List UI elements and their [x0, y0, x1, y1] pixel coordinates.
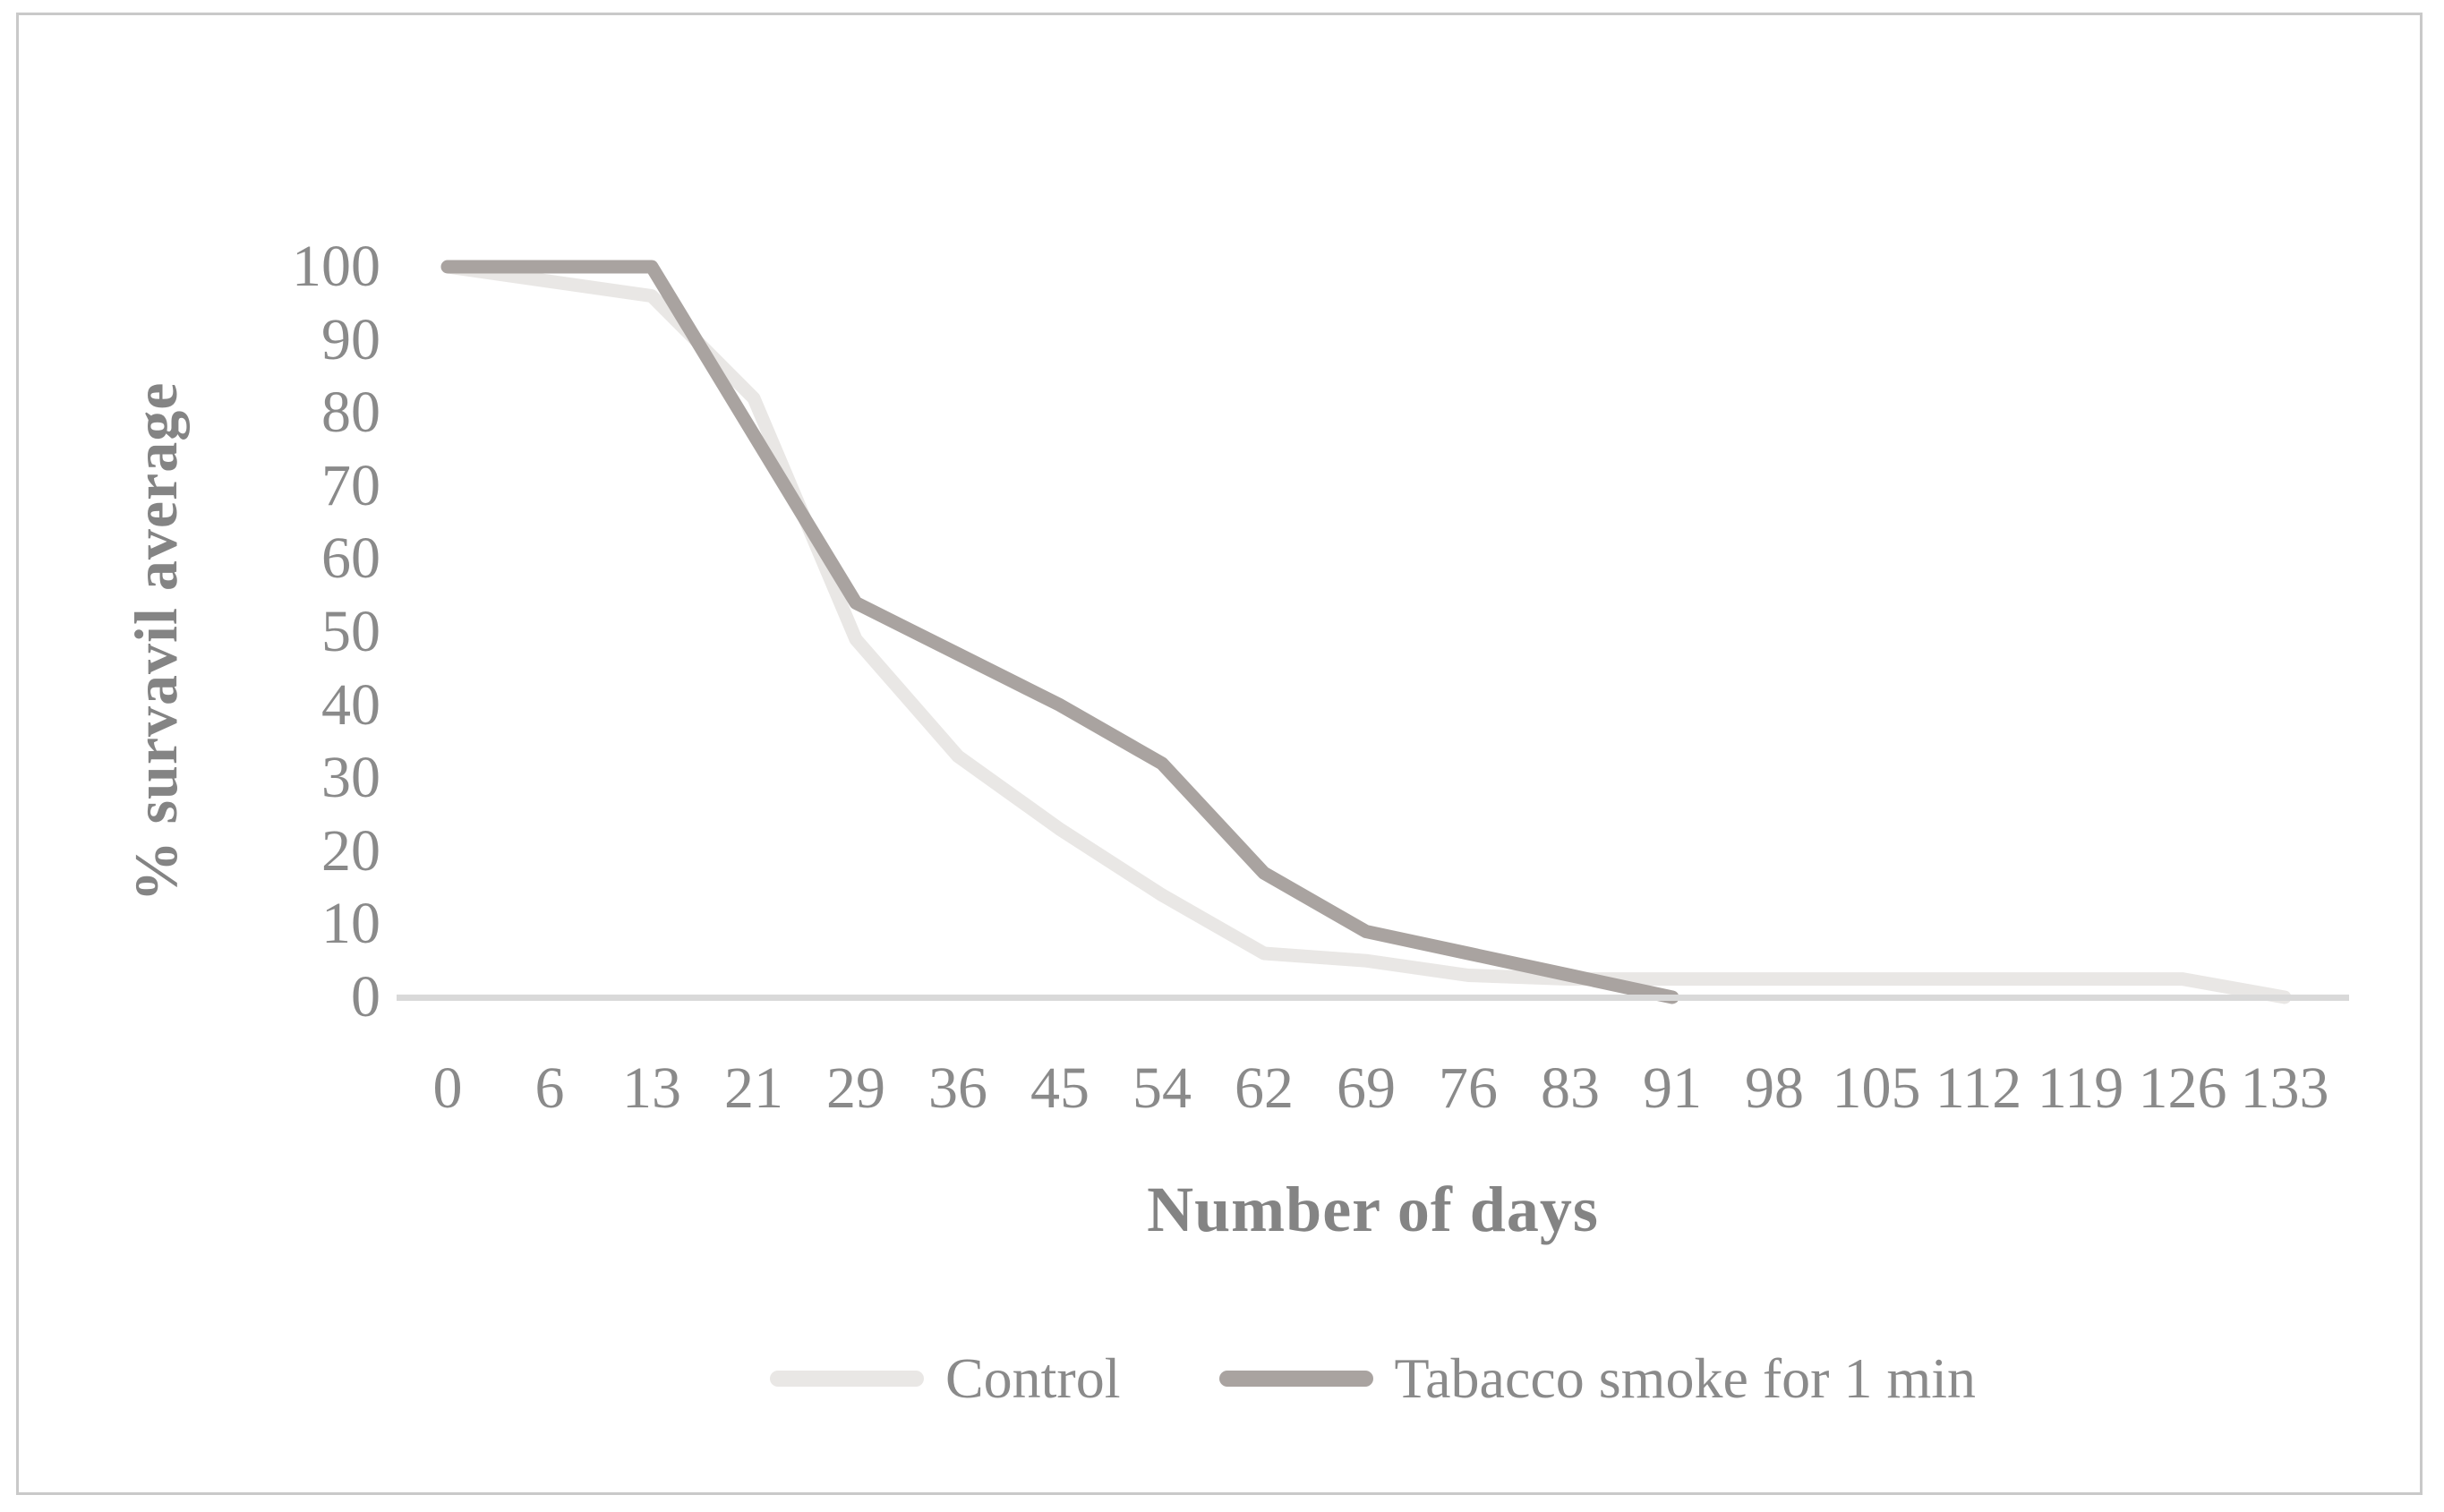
- y-tick-label: 40: [321, 671, 380, 738]
- series-line-control: [440, 260, 2292, 1004]
- y-tick-label: 100: [292, 234, 380, 299]
- y-tick-label: 20: [321, 817, 380, 884]
- chart-border-frame: [16, 13, 2423, 1495]
- series-line-tabacco-smoke-for-1-min: [440, 260, 1679, 1004]
- chart-legend: Control Tabacco smoke for 1 min: [397, 1343, 2349, 1414]
- y-tick-label: 10: [321, 891, 380, 957]
- legend-item: Control: [769, 1343, 1121, 1414]
- x-tick-label: 126: [2138, 1055, 2227, 1121]
- y-tick-label: 70: [321, 452, 380, 518]
- y-tick-label: 50: [321, 599, 380, 664]
- x-tick-label: 76: [1439, 1055, 1498, 1121]
- x-tick-label: 119: [2037, 1055, 2124, 1121]
- x-tick-label: 112: [1935, 1055, 2022, 1121]
- y-tick-label: 90: [321, 306, 380, 372]
- legend-label: Tabacco smoke for 1 min: [1394, 1346, 1977, 1410]
- x-tick-label: 69: [1337, 1055, 1396, 1121]
- x-tick-label: 36: [928, 1055, 987, 1121]
- x-tick-label: 45: [1030, 1055, 1090, 1121]
- y-axis-title: % survavil average: [122, 381, 190, 902]
- legend-swatch-icon: [769, 1371, 924, 1387]
- x-tick-label: 54: [1132, 1055, 1192, 1121]
- legend-swatch-icon: [1218, 1371, 1373, 1387]
- x-tick-label: 29: [826, 1055, 885, 1121]
- y-tick-label: 30: [321, 745, 380, 811]
- x-tick-label: 83: [1541, 1055, 1600, 1121]
- x-tick-label: 6: [534, 1055, 565, 1121]
- x-tick-label: 21: [724, 1055, 783, 1121]
- y-tick-label: 60: [321, 525, 380, 592]
- x-tick-label: 98: [1745, 1055, 1804, 1121]
- x-tick-label: 13: [622, 1055, 681, 1121]
- x-axis-line: [397, 995, 2349, 1001]
- x-tick-label: 105: [1832, 1055, 1921, 1121]
- x-tick-label: 91: [1643, 1055, 1702, 1121]
- x-tick-label: 62: [1235, 1055, 1294, 1121]
- y-tick-label: 0: [351, 964, 380, 1029]
- x-tick-label: 0: [432, 1055, 463, 1121]
- y-tick-label: 80: [321, 380, 380, 446]
- legend-label: Control: [944, 1346, 1121, 1410]
- x-axis-title: Number of days: [1147, 1174, 1599, 1245]
- x-tick-label: 133: [2240, 1055, 2329, 1121]
- legend-item: Tabacco smoke for 1 min: [1218, 1343, 1977, 1414]
